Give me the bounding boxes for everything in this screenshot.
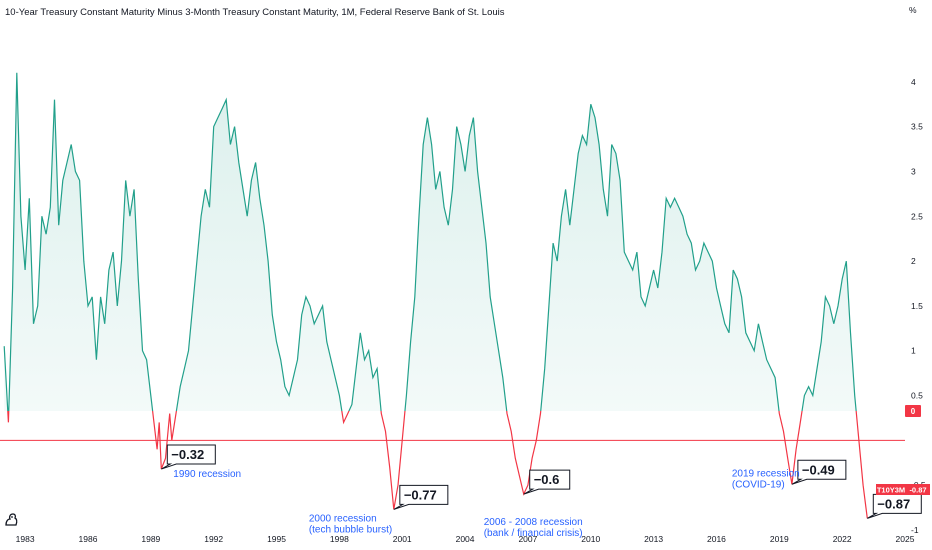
callout-box xyxy=(393,484,449,510)
callout-box xyxy=(523,469,571,495)
recession-annotation: 1990 recession xyxy=(173,469,241,480)
x-tick-label: 2001 xyxy=(393,534,412,544)
recession-annotation: 2006 - 2008 recession xyxy=(484,517,583,528)
y-axis-unit-label: % xyxy=(909,5,917,15)
y-axis: % 43.532.521.510.5-0.5-1 xyxy=(909,5,926,535)
x-tick-label: 2013 xyxy=(644,534,663,544)
x-tick-label: 2004 xyxy=(456,534,475,544)
y-tick-label: 2 xyxy=(911,256,916,266)
last-value-tag-value: -0.87 xyxy=(909,486,926,495)
chart-title: 10-Year Treasury Constant Maturity Minus… xyxy=(5,7,505,18)
callout: −0.32 1990 recession xyxy=(161,444,241,480)
x-tick-label: 2016 xyxy=(707,534,726,544)
x-tick-label: 1995 xyxy=(267,534,286,544)
y-tick-label: 1 xyxy=(911,346,916,356)
callouts: −0.32 1990 recession −0.77 2000 recession(t… xyxy=(161,444,922,539)
callout: −0.77 2000 recession(tech bubble burst) xyxy=(309,484,449,535)
x-tick-label: 2019 xyxy=(770,534,789,544)
recession-annotation: 2019 recession xyxy=(732,468,800,479)
callout-value: −0.6 xyxy=(534,472,560,487)
x-tick-label: 1998 xyxy=(330,534,349,544)
x-tick-label: 1989 xyxy=(141,534,160,544)
last-value-tag: T10Y3M -0.87 xyxy=(876,484,930,495)
recession-annotation: (bank / financial crisis) xyxy=(484,528,583,539)
callout: −0.87 xyxy=(867,493,922,519)
y-tick-label: -1 xyxy=(911,525,919,535)
series-line-positive xyxy=(3,72,857,411)
x-tick-label: 1983 xyxy=(16,534,35,544)
x-tick-label: 1992 xyxy=(204,534,223,544)
x-tick-label: 2007 xyxy=(518,534,537,544)
y-tick-label: 0.5 xyxy=(911,391,923,401)
y-tick-label: 4 xyxy=(911,77,916,87)
y-tick-label: 3.5 xyxy=(911,122,923,132)
zero-badge: 0 xyxy=(905,405,921,417)
x-tick-label: 2022 xyxy=(833,534,852,544)
callout-value: −0.77 xyxy=(404,487,437,502)
callout-box xyxy=(867,493,922,519)
plot-area xyxy=(0,72,905,519)
recession-annotation: 2000 recession xyxy=(309,513,377,524)
tradingview-logo-icon[interactable] xyxy=(5,513,18,526)
y-tick-label: 3 xyxy=(911,166,916,176)
x-tick-label: 2025 xyxy=(896,534,915,544)
callout-box xyxy=(161,444,216,470)
callout-box xyxy=(791,459,847,485)
x-axis: 1983 1986 1989 1992 1995 1998 2001 2004 2007 2010… xyxy=(16,534,915,544)
callout: −0.6 2006 - 2008 recession(bank / financi… xyxy=(484,469,583,539)
last-value-tag-name: T10Y3M xyxy=(877,486,905,495)
area-fill xyxy=(4,72,857,411)
x-tick-label: 2010 xyxy=(581,534,600,544)
recession-annotation: (tech bubble burst) xyxy=(309,524,392,535)
x-tick-label: 1986 xyxy=(79,534,98,544)
callout-value: −0.87 xyxy=(877,496,910,511)
callout-value: −0.32 xyxy=(171,447,204,462)
recession-annotation: (COVID-19) xyxy=(732,479,785,490)
y-tick-label: 1.5 xyxy=(911,301,923,311)
callout-value: −0.49 xyxy=(802,462,835,477)
zero-badge-label: 0 xyxy=(911,407,916,416)
y-tick-label: 2.5 xyxy=(911,211,923,221)
